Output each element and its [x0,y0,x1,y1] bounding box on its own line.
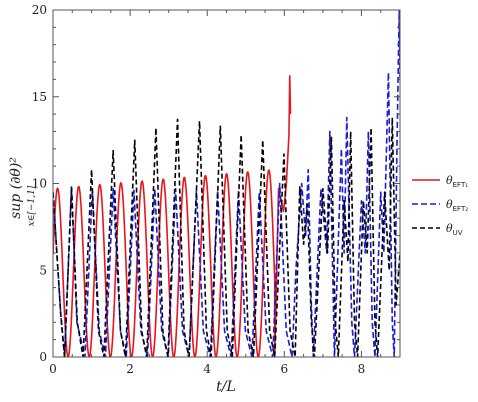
axes: 0 2 4 6 8 0 5 10 15 20 [32,3,401,376]
legend-label-main: θ [446,174,453,187]
y-axis-title: sup (∂θ)² x∈[−1,1] [8,157,37,227]
y-tick-label: 0 [39,350,47,364]
y-axis-title-sub: x∈[−1,1] [27,185,37,226]
x-tick-label: 4 [203,362,211,376]
legend-label-sub: EFT₁ [453,181,469,189]
legend-label: θUV [446,222,463,237]
x-tick-label: 8 [358,362,366,376]
x-tick-label: 6 [281,362,289,376]
legend-label-main: θ [446,198,453,211]
x-axis-title: t/L [216,379,236,395]
y-axis-title-main: sup (∂θ)² [8,157,24,219]
legend-label: θEFT₁ [446,174,468,189]
legend-label: θEFT₂ [446,198,468,213]
legend-label-main: θ [446,222,453,235]
y-tick-label: 10 [32,177,47,191]
series-line-eft [53,75,292,357]
x-tick-label: 2 [126,362,134,376]
x-tick-label: 0 [49,362,57,376]
legend-label-sub: EFT₂ [453,205,469,213]
y-tick-label: 5 [39,263,47,277]
legend-label-sub: UV [453,229,463,237]
plot-area [53,10,400,357]
series-line-uv [53,116,400,357]
y-tick-label: 15 [32,90,47,104]
y-tick-label: 20 [32,3,47,17]
